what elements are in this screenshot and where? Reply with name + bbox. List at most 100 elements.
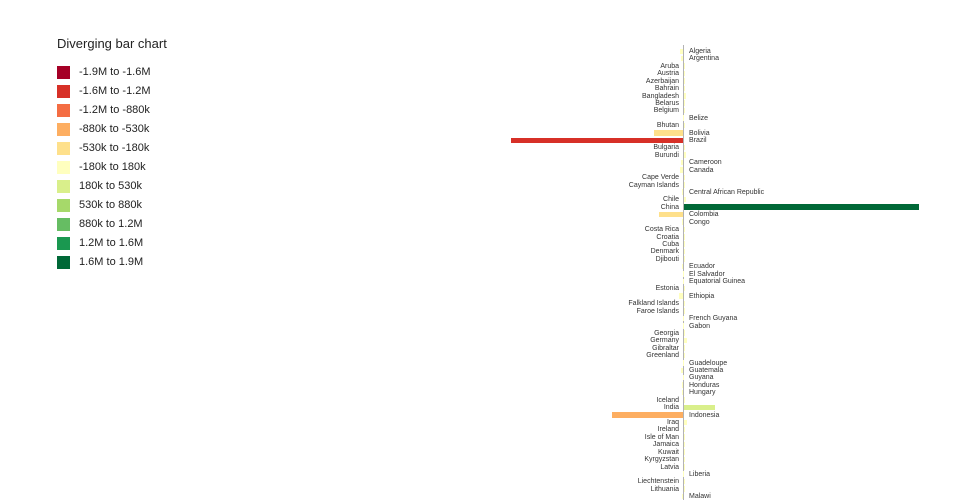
bar-croatia[interactable] <box>684 234 685 240</box>
bar-el-salvador[interactable] <box>682 271 683 277</box>
bar-guyana[interactable] <box>682 374 683 381</box>
bar-congo[interactable] <box>681 219 683 225</box>
bar-belize[interactable] <box>682 115 683 121</box>
country-label: Germany <box>650 337 679 345</box>
bar-colombia[interactable] <box>658 211 683 218</box>
country-label: Chile <box>663 196 679 204</box>
country-label: Guatemala <box>689 367 724 375</box>
bar-chile[interactable] <box>684 196 686 203</box>
legend-label: 180k to 530k <box>79 180 142 192</box>
bar-isle-of-man[interactable] <box>684 434 685 440</box>
legend-label: -530k to -180k <box>79 142 150 154</box>
legend-item--1-2m-to-880k: -1.2M to -880k <box>57 104 151 117</box>
bar-djibouti[interactable] <box>684 256 685 262</box>
bar-french-guyana[interactable] <box>682 315 683 322</box>
legend-label: 530k to 880k <box>79 199 142 211</box>
bar-aruba[interactable] <box>684 63 685 69</box>
bar-iraq[interactable] <box>684 419 688 425</box>
bar-ecuador[interactable] <box>681 263 683 270</box>
legend-item--1-9m-to-1-6m: -1.9M to -1.6M <box>57 66 151 79</box>
country-label: India <box>663 404 679 412</box>
bar-honduras[interactable] <box>681 382 683 388</box>
country-label: Jamaica <box>652 441 679 449</box>
country-label: Argentina <box>689 55 719 63</box>
country-label: Liechtenstein <box>637 478 679 486</box>
bar-cameroon[interactable] <box>681 159 683 166</box>
legend-swatch <box>57 218 70 231</box>
bar-costa-rica[interactable] <box>684 226 685 233</box>
bar-latvia[interactable] <box>684 464 685 470</box>
bar-malawi[interactable] <box>681 493 683 500</box>
bar-germany[interactable] <box>684 337 687 344</box>
country-label: Burundi <box>654 151 679 159</box>
bar-lithuania[interactable] <box>684 486 685 492</box>
legend-label: 1.2M to 1.6M <box>79 237 144 249</box>
bar-bahrain[interactable] <box>684 85 685 92</box>
country-label: Belgium <box>653 107 679 115</box>
bar-bulgaria[interactable] <box>684 144 686 151</box>
legend-swatch <box>57 256 70 269</box>
bar-hungary[interactable] <box>682 389 683 396</box>
country-label: Cayman Islands <box>628 181 679 189</box>
bar-china[interactable] <box>684 204 919 210</box>
legend-swatch <box>57 104 70 117</box>
bar-liechtenstein[interactable] <box>684 478 685 485</box>
country-label: Central African Republic <box>689 188 765 196</box>
legend-item--180k-to-180k: -180k to 180k <box>57 161 151 174</box>
bar-bhutan[interactable] <box>684 122 685 129</box>
bar-gibraltar[interactable] <box>684 345 685 351</box>
bar-jamaica[interactable] <box>684 441 685 448</box>
legend-item-180k-to-530k: 180k to 530k <box>57 180 151 193</box>
bar-guadeloupe[interactable] <box>682 360 683 366</box>
legend-label: 1.6M to 1.9M <box>79 256 144 268</box>
bar-ethiopia[interactable] <box>679 293 683 299</box>
bar-kyrgyzstan[interactable] <box>684 456 685 463</box>
legend-label: -880k to -530k <box>79 123 150 135</box>
bar-georgia[interactable] <box>684 330 685 336</box>
bar-central-african-republic[interactable] <box>682 189 683 195</box>
country-label: Latvia <box>660 463 679 471</box>
bar-bangladesh[interactable] <box>684 93 686 99</box>
country-label: Algeria <box>689 48 711 55</box>
bar-indonesia[interactable] <box>611 412 683 418</box>
bar-denmark[interactable] <box>684 248 685 255</box>
y-axis-line <box>683 45 684 500</box>
country-label: Belarus <box>655 99 679 107</box>
bar-belarus[interactable] <box>684 100 685 106</box>
bar-estonia[interactable] <box>684 285 685 292</box>
bar-falkland-islands[interactable] <box>684 300 685 307</box>
bar-argentina[interactable] <box>681 55 683 62</box>
country-label: Malawi <box>689 493 711 500</box>
bar-iceland[interactable] <box>684 397 685 403</box>
bar-algeria[interactable] <box>680 48 683 54</box>
bar-faroe-islands[interactable] <box>684 308 685 314</box>
bar-greenland[interactable] <box>684 352 685 359</box>
bar-cape-verde[interactable] <box>684 174 685 181</box>
bar-gabon[interactable] <box>682 323 683 329</box>
bar-guatemala[interactable] <box>681 367 683 374</box>
bar-belgium[interactable] <box>684 107 685 114</box>
country-label: French Guyana <box>689 315 738 323</box>
bar-bolivia[interactable] <box>653 130 683 136</box>
bar-liberia[interactable] <box>682 471 683 477</box>
bar-ireland[interactable] <box>684 426 685 433</box>
country-label: Honduras <box>689 381 720 389</box>
legend-item-880k-to-1-2m: 880k to 1.2M <box>57 218 151 231</box>
bar-india[interactable] <box>684 404 715 411</box>
country-label: Azerbaijan <box>645 77 679 85</box>
bar-austria[interactable] <box>684 70 686 77</box>
bar-brazil[interactable] <box>510 137 683 144</box>
country-label: Falkland Islands <box>628 300 679 308</box>
country-label: Estonia <box>655 285 679 293</box>
legend-swatch <box>57 199 70 212</box>
bar-cayman-islands[interactable] <box>684 182 685 188</box>
bar-canada[interactable] <box>679 167 683 173</box>
bar-equatorial-guinea[interactable] <box>682 278 683 285</box>
bar-burundi[interactable] <box>684 152 686 158</box>
bar-azerbaijan[interactable] <box>684 78 686 84</box>
country-label: Colombia <box>689 211 719 219</box>
country-label: Guadeloupe <box>689 359 728 367</box>
country-label: Hungary <box>689 389 716 397</box>
bar-cuba[interactable] <box>684 241 685 247</box>
bar-kuwait[interactable] <box>684 449 686 455</box>
